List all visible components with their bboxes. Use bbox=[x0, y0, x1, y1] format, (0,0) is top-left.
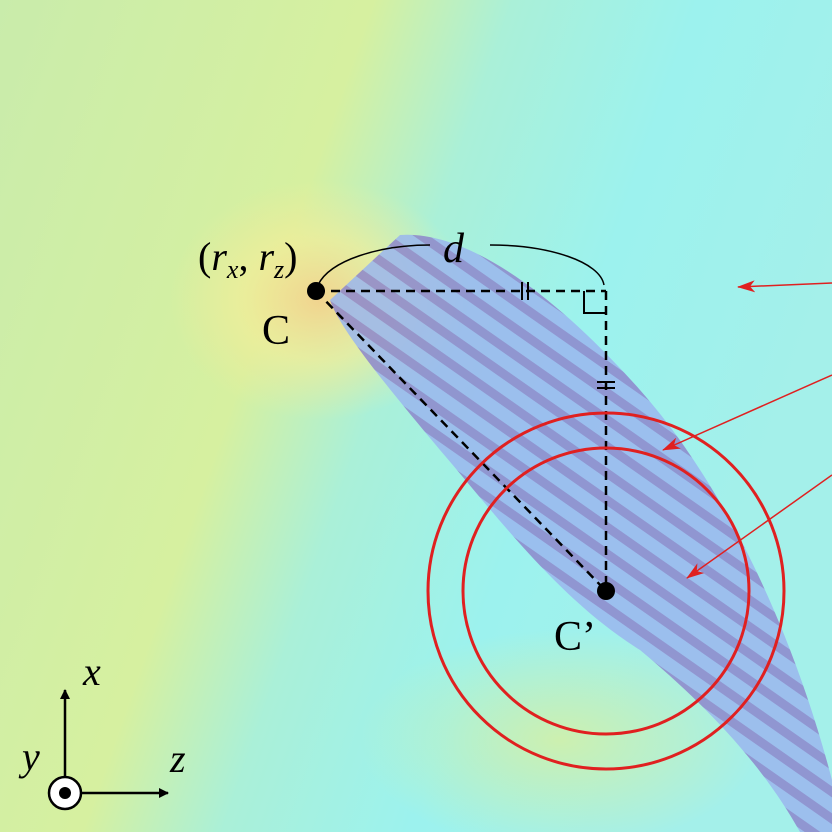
shape: ( bbox=[198, 234, 211, 279]
shape: x bbox=[226, 255, 239, 284]
shape: r bbox=[258, 234, 274, 279]
point-c-moved bbox=[597, 582, 615, 600]
c-moved-label: C’ bbox=[554, 614, 596, 660]
shape: z bbox=[273, 255, 284, 284]
field-background bbox=[0, 0, 832, 832]
shape bbox=[59, 787, 71, 799]
shape: ) bbox=[284, 234, 297, 279]
shape: , bbox=[238, 234, 258, 279]
figure: (rx, rz) d C C’ x y z bbox=[0, 0, 832, 832]
axis-y-label: y bbox=[18, 734, 40, 779]
distance-label: d bbox=[443, 226, 465, 272]
point-c bbox=[307, 282, 325, 300]
axis-z-label: z bbox=[169, 736, 186, 781]
c-label: C bbox=[262, 308, 290, 354]
axis-x-label: x bbox=[82, 649, 101, 694]
shape: r bbox=[211, 234, 227, 279]
